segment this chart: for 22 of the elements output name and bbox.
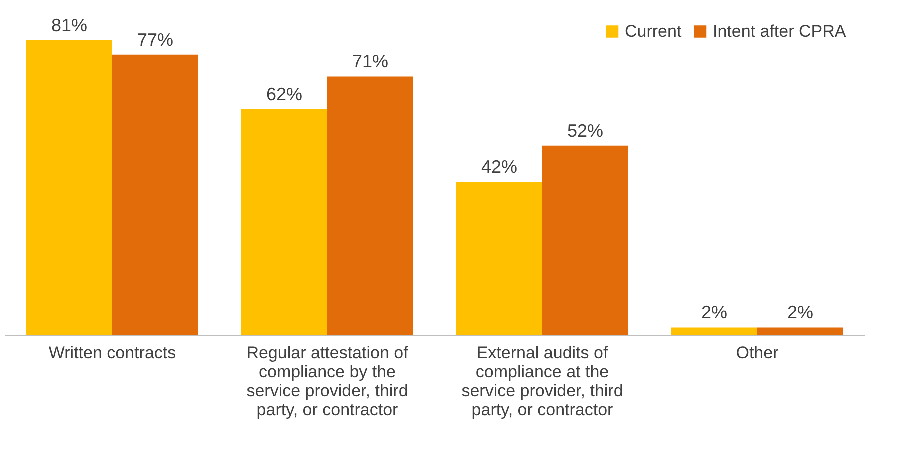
legend-label: Intent after CPRA bbox=[713, 22, 847, 41]
bar bbox=[456, 182, 542, 335]
bar bbox=[328, 76, 414, 335]
bar bbox=[26, 40, 112, 335]
x-tick-label: External audits of compliance at the service provider, third party, or contractor bbox=[462, 344, 624, 420]
bar bbox=[242, 109, 328, 335]
data-label: 81% bbox=[51, 15, 88, 36]
x-tick-label: Regular attestation of compliance by the service provider, third party, or contractor bbox=[246, 344, 409, 420]
legend-label: Current bbox=[625, 22, 682, 41]
x-tick-label: Written contracts bbox=[48, 344, 176, 362]
bar bbox=[672, 328, 758, 335]
data-label: 77% bbox=[137, 30, 174, 50]
data-label: 42% bbox=[481, 157, 518, 178]
data-label: 2% bbox=[701, 302, 728, 323]
data-label: 62% bbox=[266, 84, 303, 104]
bar bbox=[112, 54, 198, 335]
data-label: 2% bbox=[787, 302, 814, 323]
data-label: 52% bbox=[567, 120, 604, 141]
bar bbox=[542, 146, 628, 335]
data-label: 71% bbox=[352, 52, 389, 72]
x-tick-label: Other bbox=[736, 344, 780, 362]
bar bbox=[758, 328, 844, 335]
